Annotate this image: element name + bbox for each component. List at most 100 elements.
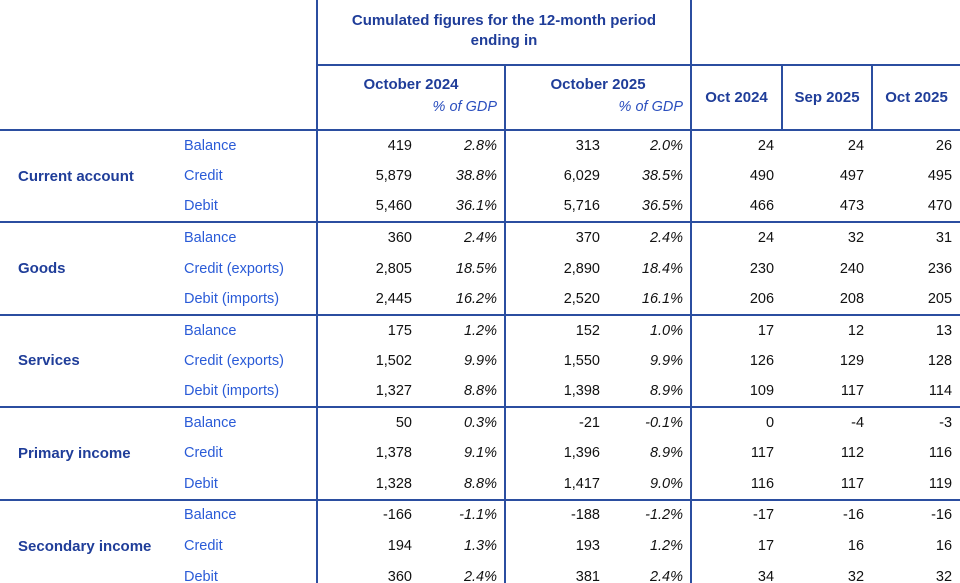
gdp-cell: 36.5% (641, 198, 684, 215)
value-cell: 193 (504, 530, 608, 562)
row-label: Balance (184, 406, 317, 438)
month-cell: 240 (839, 260, 865, 277)
value-cell: 1,378 (316, 437, 420, 469)
period-label: October 2025 (550, 76, 646, 93)
row-label: Balance (184, 313, 317, 346)
row-label: Credit (exports) (184, 352, 284, 369)
gdp-cell: 1.0% (608, 313, 692, 346)
row-label: Credit (exports) (184, 260, 284, 277)
month-cell: 126 (690, 345, 783, 377)
value-cell: 6,029 (504, 160, 608, 192)
value-cell: 360 (316, 561, 420, 583)
month-cell: 117 (840, 475, 865, 492)
value-cell: 175 (316, 313, 420, 346)
month-cell: 31 (872, 221, 960, 254)
group-label-secondary-income: Secondary income (0, 498, 184, 583)
month-cell: 16 (935, 537, 953, 554)
month-cell: 13 (872, 313, 960, 346)
gdp-cell: 18.4% (641, 260, 684, 277)
month-cell: 16 (847, 537, 865, 554)
month-cell: 117 (840, 383, 865, 400)
period-label: October 2024 (363, 76, 459, 93)
group-label-current-account: Current account (0, 128, 184, 223)
month-cell: 206 (690, 283, 783, 315)
gdp-cell: 8.8% (463, 475, 497, 492)
gdp-cell: 16.2% (455, 290, 497, 307)
value-cell: 360 (316, 221, 420, 254)
value-cell: 1,550 (504, 345, 608, 377)
value-cell: 2,890 (504, 253, 608, 284)
month-cell: 490 (690, 160, 783, 192)
month-cell: 32 (935, 568, 953, 583)
month-cell: 236 (927, 260, 953, 277)
row-label: Debit (imports) (184, 290, 280, 307)
header-spacer-cell (691, 0, 960, 66)
table-row: Secondary income Balance -166 -1.1% -188… (0, 498, 960, 583)
month-cell: 34 (690, 561, 783, 583)
value-cell: 2,805 (316, 253, 420, 284)
cumulated-period-title: Cumulated figures for the 12-month perio… (315, 0, 693, 66)
month-cell: 230 (690, 253, 783, 284)
value-cell: 1,396 (504, 437, 608, 469)
month-cell: 24 (690, 221, 783, 254)
gdp-cell: 2.0% (608, 129, 692, 161)
gdp-subheader: % of GDP (618, 99, 684, 115)
gdp-cell: 2.4% (420, 221, 505, 254)
table-row: Debit (imports) 1,327 8.8% 1,398 8.9% 10… (0, 376, 960, 408)
month-cell: 24 (690, 129, 783, 161)
header-row-cumulated: Cumulated figures for the 12-month perio… (0, 0, 960, 131)
gdp-cell: 9.0% (649, 475, 684, 492)
month-cell: 116 (928, 445, 953, 462)
period-header-oct-2024: October 2024 % of GDP (316, 65, 506, 131)
value-cell: 370 (504, 221, 608, 254)
gdp-cell: 1.3% (463, 537, 497, 554)
row-label: Credit (184, 445, 223, 462)
table-row: Credit 194 1.3% 193 1.2% 17 16 16 (0, 530, 960, 562)
gdp-cell: 2.4% (649, 568, 684, 583)
month-cell: 495 (927, 168, 953, 185)
gdp-cell: 8.9% (649, 445, 684, 462)
gdp-cell: 2.4% (463, 568, 497, 583)
gdp-cell: 1.2% (420, 313, 505, 346)
month-cell: 208 (839, 290, 865, 307)
row-label: Debit (184, 475, 218, 492)
month-cell: 109 (690, 376, 783, 408)
month-cell: 32 (847, 568, 865, 583)
gdp-cell: -1.1% (420, 498, 505, 531)
month-header-oct-2025: Oct 2025 (871, 65, 960, 131)
month-header-sep-2025: Sep 2025 (781, 65, 873, 131)
group-label-primary-income: Primary income (0, 406, 184, 500)
row-label: Debit (184, 568, 218, 583)
month-header-oct-2024: Oct 2024 (690, 65, 783, 131)
corner-empty-cell (0, 0, 317, 131)
month-cell: 466 (690, 191, 783, 223)
table-row: Debit 1,328 8.8% 1,417 9.0% 116 117 119 (0, 468, 960, 500)
month-cell: 26 (872, 129, 960, 161)
value-cell: 5,879 (316, 160, 420, 192)
row-label: Credit (184, 537, 223, 554)
table-row: Debit 5,460 36.1% 5,716 36.5% 466 473 47… (0, 191, 960, 223)
period-header-oct-2025: October 2025 % of GDP (505, 65, 693, 131)
month-cell: 112 (840, 445, 865, 462)
table-row: Goods Balance 360 2.4% 370 2.4% 24 32 31 (0, 221, 960, 315)
month-cell: 24 (782, 129, 873, 161)
value-cell: 2,445 (316, 283, 420, 315)
table-row: Credit 1,378 9.1% 1,396 8.9% 117 112 116 (0, 437, 960, 469)
value-cell: 5,716 (504, 191, 608, 223)
month-cell: 119 (928, 475, 953, 492)
month-cell: 470 (927, 198, 953, 215)
group-label-goods: Goods (0, 221, 184, 315)
table-row: Primary income Balance 50 0.3% -21 -0.1%… (0, 406, 960, 500)
value-cell: 381 (504, 561, 608, 583)
month-cell: 473 (839, 198, 865, 215)
value-cell: 2,520 (504, 283, 608, 315)
value-cell: -21 (504, 406, 608, 438)
value-cell: 1,328 (316, 468, 420, 500)
value-cell: -166 (316, 498, 420, 531)
gdp-cell: 8.8% (463, 383, 497, 400)
month-cell: 117 (690, 437, 783, 469)
row-label: Balance (184, 498, 317, 531)
month-cell: -3 (872, 406, 960, 438)
month-cell: 114 (928, 383, 953, 400)
